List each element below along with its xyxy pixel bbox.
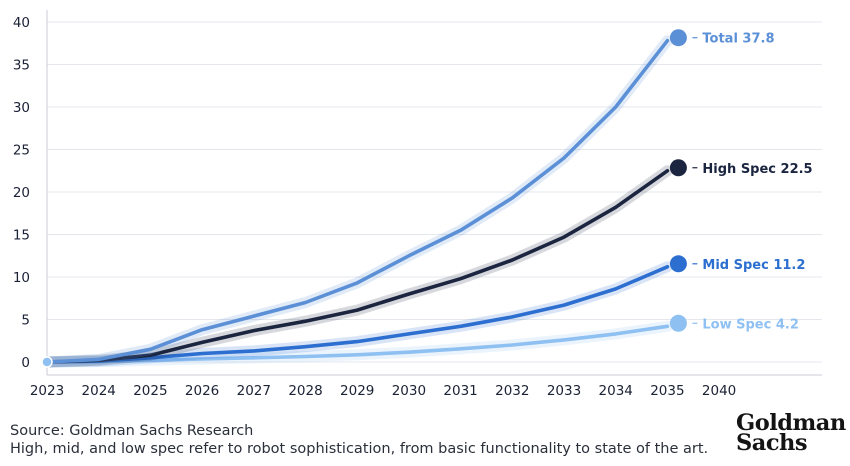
end-point-low-spec	[669, 314, 687, 332]
end-label-high-spec: High Spec 22.5	[702, 162, 812, 177]
end-labels: Total 37.8 High Spec 22.5 Mid Spec 11.2 Low…	[669, 29, 813, 332]
x-tick-label-2024: 2024	[82, 383, 116, 399]
x-tick-label-2034: 2034	[599, 383, 633, 399]
footnote-text: High, mid, and low spec refer to robot s…	[10, 441, 709, 457]
x-tick-label-2031: 2031	[443, 383, 477, 399]
end-point-high-spec	[669, 159, 687, 177]
series-line-low-spec	[45, 324, 670, 364]
series-start-point	[41, 356, 53, 368]
end-label-mid-spec: Mid Spec 11.2	[702, 258, 805, 273]
y-tick-label-15: 15	[13, 228, 30, 244]
y-tick-label-30: 30	[13, 100, 30, 116]
y-axis-ticks: 0 5 10 15 20 25 30 35 40	[13, 15, 30, 371]
x-tick-label-2033: 2033	[547, 383, 581, 399]
goldman-sachs-logo: Goldman Sachs	[736, 410, 846, 456]
series-lines	[41, 35, 673, 368]
x-tick-label-2035: 2035	[650, 383, 684, 399]
end-point-mid-spec	[669, 255, 687, 273]
x-tick-label-2027: 2027	[237, 383, 271, 399]
x-tick-label-2032: 2032	[495, 383, 529, 399]
x-tick-label-2029: 2029	[340, 383, 374, 399]
x-axis-ticks: 2023 2024 2025 2026 2027 2028 2029 2030 2031 2032…	[30, 383, 736, 399]
series-line-high-spec	[45, 169, 670, 364]
y-tick-label-0: 0	[21, 355, 30, 371]
end-point-total	[669, 29, 687, 47]
x-tick-label-2023: 2023	[30, 383, 64, 399]
logo-line-1: Goldman	[736, 410, 846, 436]
x-tick-label-2025: 2025	[133, 383, 167, 399]
y-tick-label-40: 40	[13, 15, 30, 31]
x-tick-label-2030: 2030	[392, 383, 426, 399]
source-text: Source: Goldman Sachs Research	[10, 423, 254, 439]
series-line-mid-spec	[45, 264, 670, 364]
y-tick-label-20: 20	[13, 185, 30, 201]
end-label-low-spec: Low Spec 4.2	[702, 317, 799, 332]
x-tick-label-2028: 2028	[288, 383, 322, 399]
x-tick-label-2026: 2026	[185, 383, 219, 399]
grid-lines	[47, 21, 822, 376]
end-label-total: Total 37.8	[702, 32, 774, 47]
y-tick-label-35: 35	[13, 58, 30, 74]
y-tick-label-25: 25	[13, 143, 30, 159]
series-line-total	[45, 38, 670, 364]
x-tick-label-2040: 2040	[702, 383, 736, 399]
y-tick-label-5: 5	[21, 313, 30, 329]
logo-line-2: Sachs	[736, 430, 808, 456]
y-tick-label-10: 10	[13, 270, 30, 286]
